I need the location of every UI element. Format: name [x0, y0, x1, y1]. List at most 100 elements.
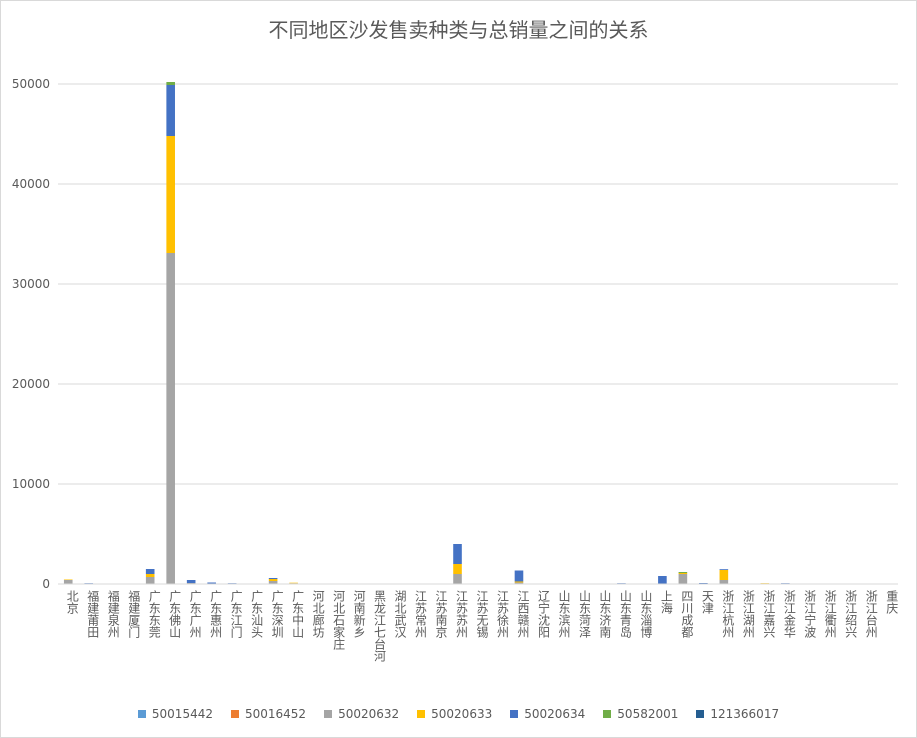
gridlines [58, 83, 898, 485]
x-tick-label: 江苏徐州 [495, 590, 509, 638]
x-tick-label: 广东东莞 [147, 590, 161, 639]
x-tick-label: 山东淄博 [639, 590, 653, 638]
bar-segment [145, 569, 155, 574]
legend-swatch [230, 710, 239, 718]
x-tick-label: 河北石家庄 [332, 590, 346, 651]
y-tick-label: 50000 [12, 77, 50, 91]
bar-segment [289, 582, 298, 584]
x-tick-label: 浙江绍兴 [844, 590, 858, 638]
x-tick-label: 广东中山 [291, 590, 305, 638]
x-tick-label: 河南新乡 [352, 590, 366, 638]
x-tick-label: 北京 [65, 590, 79, 615]
legend-swatch [137, 710, 146, 718]
x-tick-label: 河北廊坊 [311, 590, 325, 638]
bars [63, 82, 790, 584]
bar-segment [719, 570, 729, 580]
bar-segment [186, 580, 196, 583]
x-tick-label: 江苏常州 [414, 590, 428, 638]
legend-label: 50016452 [244, 707, 307, 721]
bar-segment [514, 570, 524, 582]
y-tick-label: 30000 [12, 277, 50, 291]
legend-label: 50582001 [617, 707, 679, 721]
x-tick-label: 浙江金华 [782, 590, 796, 638]
x-tick-label: 广东广州 [188, 590, 202, 638]
x-tick-label: 辽宁沈阳 [536, 590, 550, 638]
x-tick-label: 福建泉州 [106, 589, 120, 638]
x-tick-label: 浙江湖州 [741, 590, 755, 638]
bar-segment [207, 582, 216, 584]
legend-entry: 50016452 [230, 707, 307, 721]
bar-segment [678, 573, 688, 574]
x-tick-label: 浙江杭州 [721, 590, 735, 638]
legend-entry: 50020634 [510, 707, 585, 721]
bar-segment [658, 576, 667, 584]
legend-swatch [603, 710, 612, 718]
x-tick-label: 浙江衢州 [823, 590, 837, 638]
x-tick-label: 广东惠州 [209, 590, 223, 638]
y-tick-label: 0 [42, 577, 50, 591]
legend-swatch [417, 710, 426, 718]
legend-label: 50020634 [524, 707, 586, 721]
x-tick-label: 浙江台州 [864, 590, 878, 638]
x-tick-label: 山东滨州 [557, 590, 571, 638]
bar-segment [678, 572, 688, 573]
legend-label: 50020633 [431, 707, 493, 721]
bar-segment [514, 581, 524, 583]
bar-segment [453, 574, 462, 584]
bar-segment [268, 578, 278, 579]
plot-area: 0 10000 20000 30000 40000 50000 北京 福建莆田 福建泉州 福建厦… [12, 77, 899, 662]
bar-segment [268, 579, 278, 581]
bar-segment [166, 85, 175, 136]
bar-segment [719, 569, 729, 570]
x-tick-label: 广东江门 [229, 590, 243, 638]
x-tick-label: 上海 [659, 590, 673, 614]
legend-swatch [510, 710, 519, 718]
x-tick-label: 福建厦门 [127, 589, 141, 638]
x-tick-label: 福建莆田 [86, 589, 100, 638]
bar-segment [63, 580, 73, 584]
bar-segment [63, 579, 73, 580]
legend-entry: 50582001 [603, 707, 678, 721]
x-tick-label: 四川成都 [680, 590, 694, 638]
y-tick-label: 40000 [12, 177, 50, 191]
x-tick-label: 浙江宁波 [803, 590, 817, 639]
x-tick-label: 广东佛山 [168, 590, 182, 638]
bar-segment [268, 581, 278, 584]
x-tick-label: 山东菏泽 [577, 590, 591, 638]
legend-entry: 50020633 [417, 707, 492, 721]
x-tick-label: 江苏苏州 [455, 590, 469, 638]
bar-segment [453, 564, 462, 574]
legend-entry: 50015442 [137, 707, 213, 721]
x-tick-label: 黑龙江七台河 [373, 590, 387, 662]
y-tick-label: 10000 [12, 477, 50, 491]
x-tick-label: 浙江嘉兴 [762, 590, 776, 638]
x-tick-label: 江西赣州 [516, 590, 530, 638]
bar-segment [453, 544, 462, 564]
bar-segment [166, 136, 175, 253]
x-tick-label: 湖北武汉 [393, 589, 407, 638]
legend-label: 121366017 [710, 707, 780, 721]
legend-entry: 50020632 [324, 707, 399, 721]
bar-segment [145, 574, 155, 577]
bar-segment [514, 582, 524, 584]
x-tick-label: 广东深圳 [270, 590, 284, 638]
x-tick-label: 山东济南 [598, 590, 612, 638]
x-tick-label: 山东青岛 [618, 590, 632, 639]
x-tick-label: 天津 [700, 590, 714, 614]
legend: 50015442 50016452 50020632 50020633 50020634… [0, 704, 917, 724]
bar-segment [145, 577, 155, 584]
x-tick-label: 江苏无锡 [475, 590, 489, 639]
x-axis: 北京 福建莆田 福建泉州 福建厦门 广东东莞 广东佛山 广东广州 广东惠州 广东江门 广东汕头 广东… [65, 589, 899, 662]
y-axis: 0 10000 20000 30000 40000 50000 [12, 77, 50, 591]
bar-segment [166, 82, 175, 85]
x-tick-label: 江苏南京 [434, 590, 448, 639]
legend-label: 50015442 [151, 707, 213, 721]
legend-swatch [696, 710, 705, 718]
x-tick-label: 重庆 [885, 590, 899, 614]
bar-segment [166, 253, 175, 584]
bar-segment [719, 580, 729, 584]
x-tick-label: 广东汕头 [250, 590, 264, 638]
legend-swatch [324, 710, 333, 718]
legend-label: 50020632 [338, 707, 400, 721]
